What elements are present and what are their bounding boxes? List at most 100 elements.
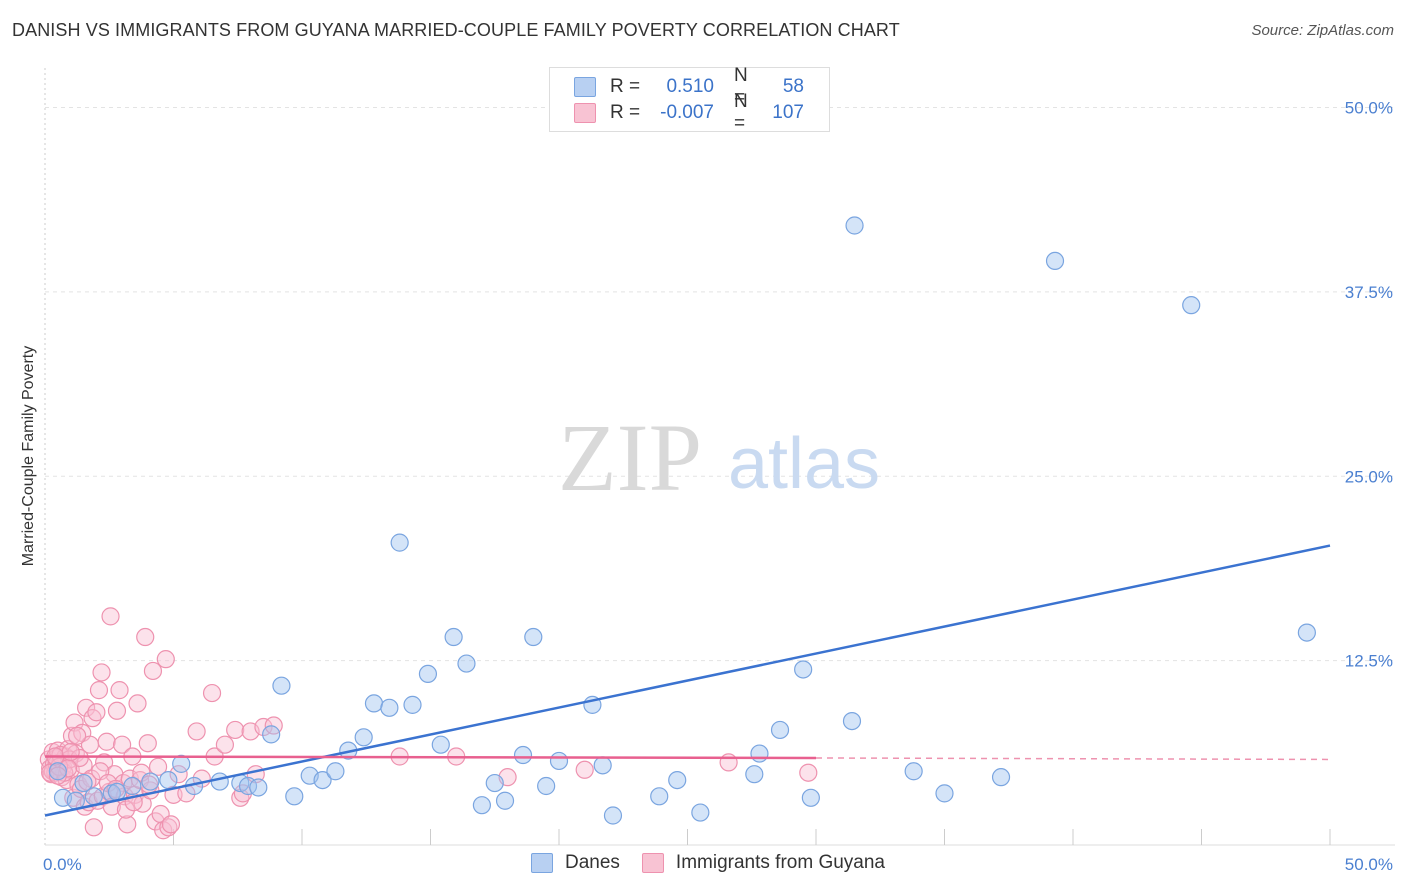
legend-item-danes[interactable]: Danes <box>531 852 620 874</box>
danes-point <box>123 776 142 796</box>
guyana-point <box>89 681 109 700</box>
guyana-point <box>110 681 129 700</box>
guyana-point <box>48 766 67 785</box>
danes-point <box>431 735 450 754</box>
guyana-point <box>169 765 188 784</box>
series-guyana-points <box>39 607 818 840</box>
trend-lines <box>44 544 1331 817</box>
legend-label-danes: Danes <box>565 852 620 873</box>
danes-point <box>485 773 504 793</box>
danes-point <box>794 660 813 679</box>
danes-point <box>159 770 178 790</box>
guyana-point <box>226 720 245 740</box>
chart-title: DANISH VS IMMIGRANTS FROM GUYANA MARRIED… <box>12 20 900 40</box>
guyana-point <box>70 748 89 768</box>
danes-point <box>74 773 93 793</box>
y-axis-label: Married-Couple Family Poverty <box>20 346 37 567</box>
danes-point <box>418 664 438 684</box>
guyana-point <box>61 742 80 762</box>
guyana-point <box>128 694 147 713</box>
danes-point <box>262 725 281 744</box>
danes-point <box>380 698 399 717</box>
watermark-atlas: atlas <box>728 424 880 504</box>
danes-point <box>472 796 491 815</box>
legend-r-value: -0.007 <box>660 102 714 123</box>
guyana-point <box>84 818 103 837</box>
legend-swatch-guyana <box>641 853 664 873</box>
danes-point <box>326 762 345 781</box>
guyana-point <box>101 607 120 626</box>
danes-point <box>272 676 291 695</box>
guyana-point <box>156 650 175 669</box>
legend-r-value: 0.510 <box>666 76 714 97</box>
guyana-point <box>215 735 234 754</box>
guyana-trend-extension <box>815 757 1331 761</box>
guyana-point <box>92 663 111 682</box>
danes-point <box>537 776 556 796</box>
danes-point <box>691 803 710 822</box>
legend-r-label: R = <box>610 102 641 123</box>
guyana-point <box>202 683 222 703</box>
danes-point <box>1182 296 1201 315</box>
x-tick-label: 50.0% <box>1345 855 1393 874</box>
danes-point <box>313 770 332 790</box>
y-axis-tick-labels: 12.5% 25.0% 37.5% 50.0% <box>1345 99 1393 671</box>
danes-point <box>1297 623 1316 642</box>
legend: R = 0.510 N = 58 R = -0.007 N = 107 <box>549 65 830 134</box>
legend-swatch-danes <box>531 853 553 873</box>
x-tick-label: 0.0% <box>43 855 82 874</box>
danes-point <box>801 788 820 807</box>
danes-point <box>524 627 543 647</box>
guyana-point <box>143 661 163 681</box>
legend-n-value: 58 <box>782 76 804 97</box>
legend-item-guyana[interactable]: Immigrants from Guyana <box>641 852 885 874</box>
danes-point <box>750 744 769 763</box>
danes-point <box>249 778 268 797</box>
legend-swatch-guyana <box>574 103 596 123</box>
guyana-point <box>159 818 178 837</box>
guyana-point <box>148 757 168 776</box>
legend-row-guyana: R = -0.007 N = 107 <box>574 91 804 134</box>
guyana-point <box>136 627 155 647</box>
y-tick-label: 12.5% <box>1345 652 1393 671</box>
danes-point <box>141 772 160 791</box>
x-axis-ticks <box>173 829 1331 845</box>
danes-point <box>845 216 864 235</box>
legend-swatch-danes <box>574 77 596 97</box>
danes-point <box>1045 251 1065 270</box>
guyana-trend-line <box>44 755 817 760</box>
danes-point <box>991 768 1011 787</box>
guyana-point <box>799 763 818 782</box>
watermark-zip: ZIP <box>558 404 702 511</box>
danes-point <box>935 784 954 803</box>
danes-point <box>354 728 373 747</box>
danes-point <box>495 791 515 810</box>
danes-point <box>668 770 687 790</box>
guyana-point <box>77 698 96 717</box>
danes-point <box>364 694 384 713</box>
legend-row-danes: R = 0.510 N = 58 <box>574 65 804 108</box>
danes-point <box>107 782 127 802</box>
danes-point <box>285 787 304 806</box>
guyana-point <box>719 753 738 772</box>
legend-n-label: N = <box>734 91 748 134</box>
y-tick-label: 50.0% <box>1345 99 1393 118</box>
danes-point <box>444 627 463 647</box>
legend-r-label: R = <box>610 76 641 97</box>
y-tick-label: 37.5% <box>1345 283 1393 302</box>
legend-n-value: 107 <box>772 102 804 123</box>
danes-point <box>549 751 569 771</box>
y-tick-label: 25.0% <box>1345 467 1393 486</box>
guyana-point <box>161 815 181 834</box>
guyana-point <box>575 760 594 779</box>
danes-point <box>390 533 409 552</box>
danes-point <box>403 695 422 714</box>
danes-point <box>210 772 229 791</box>
guyana-point <box>118 815 137 834</box>
danes-point <box>770 720 790 740</box>
danes-point <box>842 711 862 731</box>
guyana-point <box>87 703 106 722</box>
guyana-point <box>95 753 114 772</box>
danes-point <box>457 654 476 673</box>
